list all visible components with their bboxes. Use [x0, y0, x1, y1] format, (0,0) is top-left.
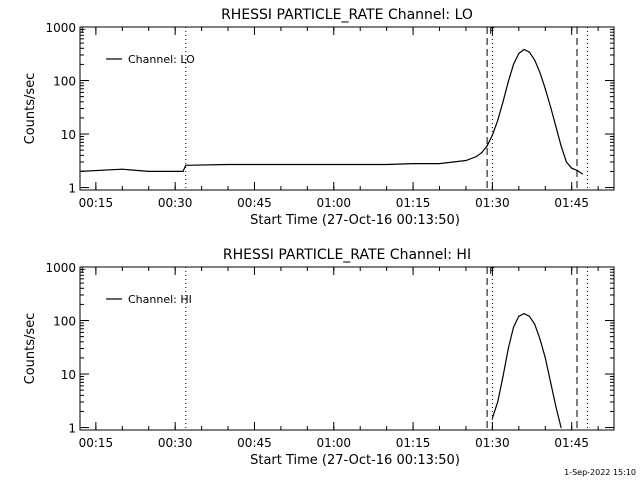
panel1-data-point [507, 81, 509, 83]
panel1-xtick-label: 01:15 [396, 196, 431, 210]
panel2-data-point [512, 326, 515, 328]
panel1-data-point [576, 169, 578, 171]
panel2-data-point [534, 323, 536, 325]
panel2-xtick-label: 00:30 [158, 436, 193, 450]
panel2-data-point [528, 315, 531, 317]
panel2-legend-label: Channel: HI [128, 293, 192, 306]
panel2-xtick-label: 01:30 [475, 436, 510, 450]
panel2-data-point [523, 312, 525, 315]
panel1-data-point [497, 119, 499, 121]
panel1-data-point [148, 170, 150, 173]
panel1-ytick-label: 1000 [45, 21, 76, 35]
panel1-ylabel: Counts/sec [23, 73, 38, 145]
panel1-data-point [571, 167, 573, 169]
panel1-data-point [412, 163, 414, 165]
panel2-ytick-label: 1000 [45, 261, 76, 275]
panel2-data-point [539, 338, 541, 340]
panel2-data-point [491, 417, 493, 419]
panel2-title: RHESSI PARTICLE_RATE Channel: HI [223, 247, 471, 263]
panel1-data-point [539, 72, 541, 74]
panel1-ytick-label: 1 [68, 182, 76, 196]
panel2-ylabel: Counts/sec [23, 313, 38, 385]
panel1-data-point [512, 63, 515, 66]
panel1-data-point [481, 151, 483, 154]
panel2-data-point [518, 315, 520, 317]
panel1-data-point [544, 88, 546, 90]
panel1-data-point [121, 168, 123, 170]
panel1-data-point [560, 145, 562, 147]
panel2-flare-annotation: F [489, 267, 494, 277]
panel1-data-point [581, 173, 583, 175]
panel1-data-point [475, 155, 478, 158]
panel1-ytick-label: 10 [61, 128, 76, 142]
panel1-flare-annotation: F [489, 27, 494, 37]
panel2-data-point [497, 401, 499, 403]
panel2-series-line [491, 312, 562, 428]
panel1-data-point [518, 52, 520, 55]
panel1-xtick-label: 01:00 [316, 196, 351, 210]
panel1-left-annotation: F [81, 26, 86, 36]
panel1-xtick-label: 00:30 [158, 196, 193, 210]
panel2-ytick-label: 100 [53, 315, 76, 329]
panel1-data-point [280, 163, 282, 166]
panel1-xtick-label: 01:30 [475, 196, 510, 210]
panel1-xtick-label: 00:45 [237, 196, 272, 210]
panel2-xtick-label: 00:45 [237, 436, 272, 450]
panel2-xtick-label: 01:15 [396, 436, 431, 450]
panel1-xtick-label: 01:45 [554, 196, 589, 210]
panel1-data-point [565, 161, 568, 163]
panel2-xtick-label: 01:45 [554, 436, 589, 450]
panel1-data-point [79, 170, 81, 173]
panel2-data-point [555, 405, 557, 407]
panel1-data-point [523, 48, 525, 51]
panel2-data-point [560, 426, 562, 429]
panel1-data-point [182, 170, 184, 173]
panel1-xlabel: Start Time (27-Oct-16 00:13:50) [250, 213, 460, 228]
panel1-ytick-label: 100 [53, 75, 76, 89]
panel2-data-point [544, 357, 546, 359]
panel2-ytick-label: 10 [61, 368, 76, 382]
panel1-legend-label: Channel: LO [128, 53, 195, 66]
panel2-frame [79, 266, 615, 431]
panel1-data-point [386, 163, 388, 166]
panel1-data-point [227, 163, 229, 166]
panel2-xtick-label: 00:15 [79, 436, 114, 450]
panel2-xtick-label: 01:00 [316, 436, 351, 450]
panel1-data-point [549, 106, 552, 108]
panel1-data-point [534, 59, 536, 61]
panel2-data-point [502, 375, 504, 378]
panel1-data-point [465, 159, 467, 162]
panel2-xlabel: Start Time (27-Oct-16 00:13:50) [250, 453, 460, 468]
panel1-data-point [185, 164, 187, 166]
panel1-data-point [438, 163, 441, 165]
panel1-data-point [333, 163, 335, 166]
panel1-frame [79, 26, 615, 191]
panel1-xtick-label: 00:15 [79, 196, 114, 210]
panel1-data-point [486, 145, 488, 147]
panel2-data-point [549, 381, 552, 383]
panel1-data-point [502, 101, 504, 103]
panel1-series-line [79, 48, 583, 175]
panel2-ytick-label: 1 [68, 422, 76, 436]
panel1-title: RHESSI PARTICLE_RATE Channel: LO [221, 7, 473, 23]
panel1-data-point [491, 134, 493, 136]
panel1-data-point [555, 125, 557, 127]
panel2-data-point [507, 347, 509, 350]
panel2-left-annotation: F [81, 266, 86, 276]
panel1-data-point [528, 51, 531, 53]
footer-date: 1-Sep-2022 15:10 [564, 468, 636, 477]
